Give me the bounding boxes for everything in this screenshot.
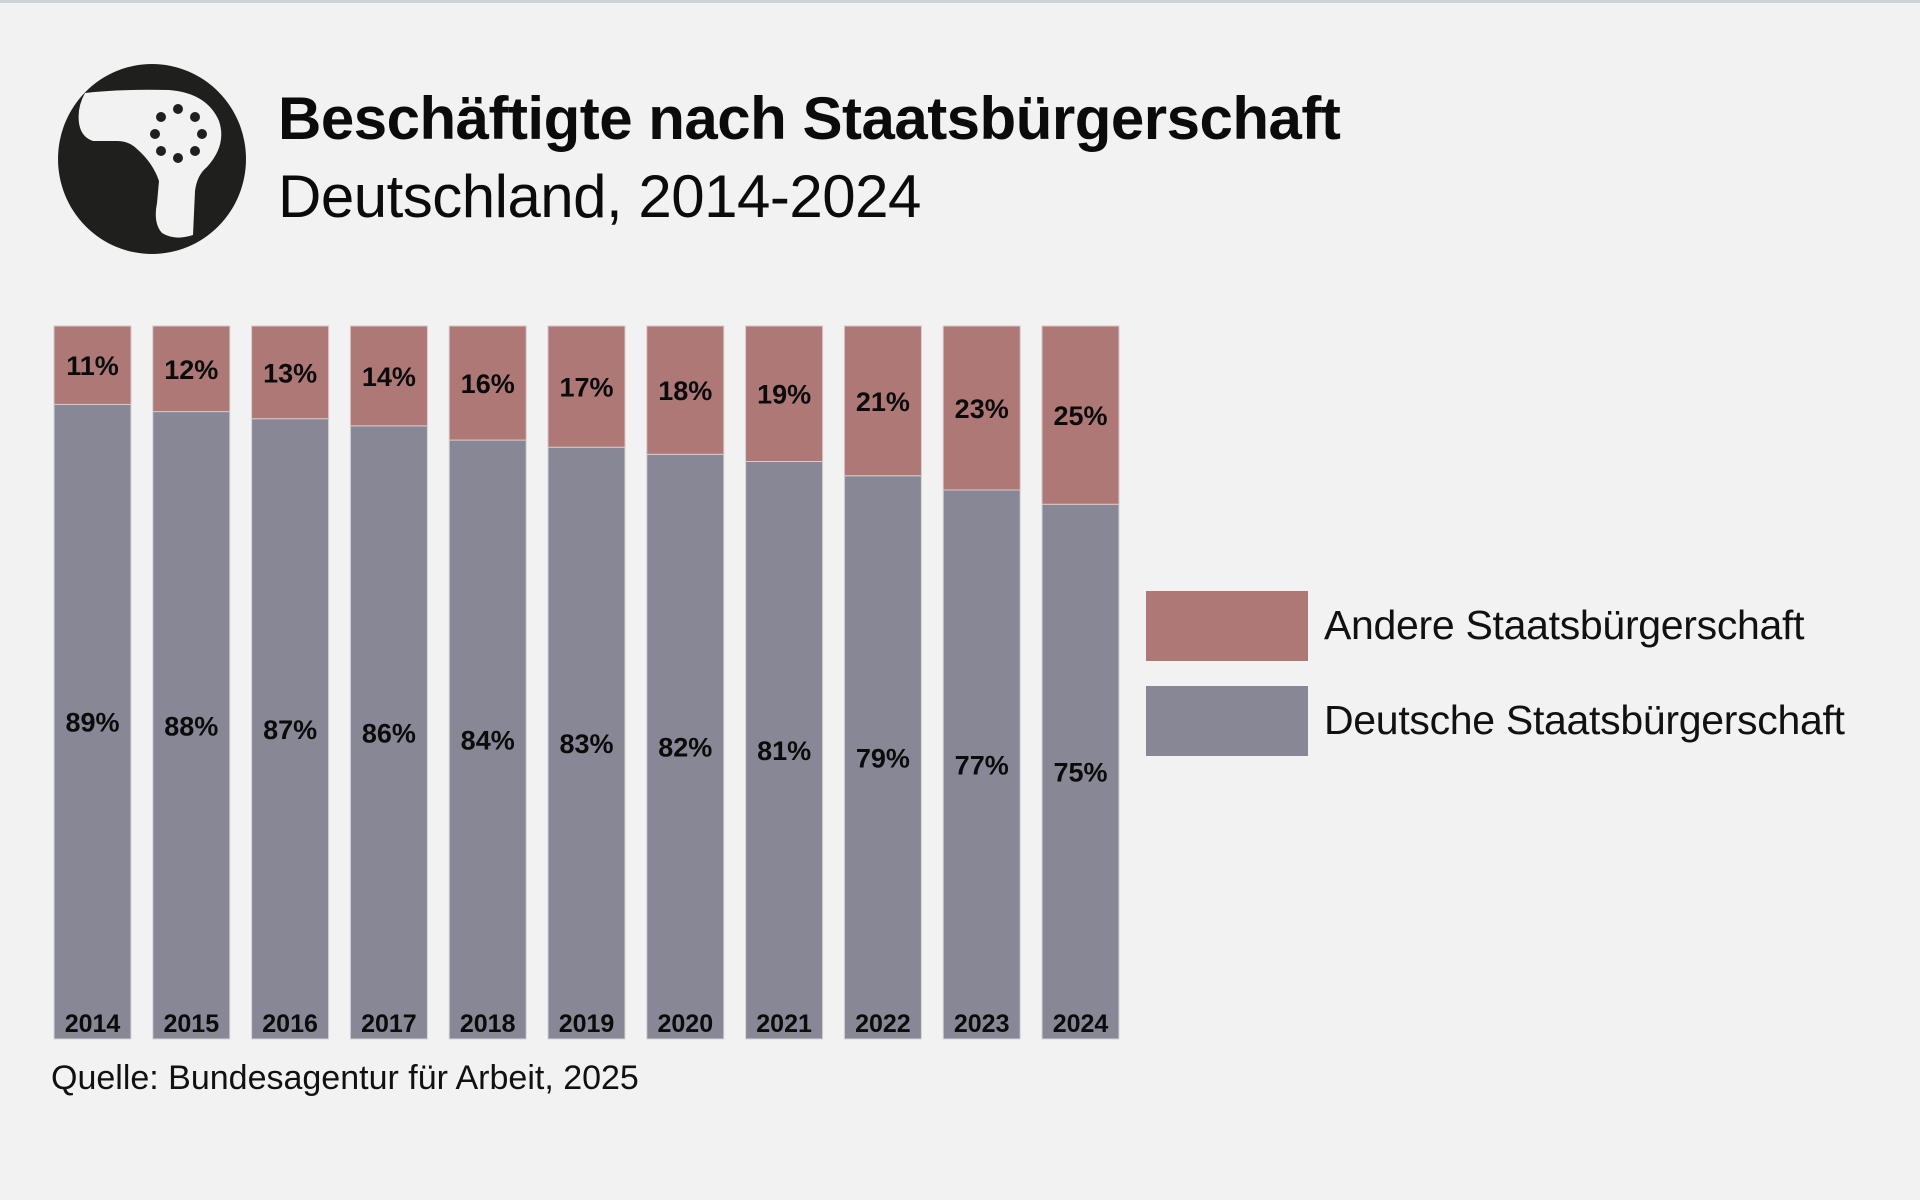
bar-segment-andere: [53, 325, 132, 405]
data-label-deutsche: 82%: [658, 733, 712, 763]
bar-2023: 23% 77% 2023: [942, 325, 1021, 1040]
bar-segment-andere: [942, 325, 1021, 491]
legend-swatch: [1146, 591, 1308, 661]
bar-2017: 14% 86% 2017: [349, 325, 428, 1040]
data-label-andere: 19%: [757, 380, 811, 410]
bar-segment-andere: [349, 325, 428, 427]
bar-segment-deutsche: [448, 439, 527, 1040]
bar-segment-deutsche: [349, 425, 428, 1040]
data-label-deutsche: 89%: [65, 708, 119, 738]
bar-segment-deutsche: [251, 418, 330, 1040]
bar-segment-deutsche: [843, 475, 922, 1040]
data-label-andere: 12%: [164, 355, 218, 385]
bar-segment-andere: [646, 325, 725, 455]
bar-2024: 25% 75% 2024: [1041, 325, 1120, 1040]
chart-subtitle: Deutschland, 2014-2024: [278, 163, 921, 230]
data-label-deutsche: 87%: [263, 715, 317, 745]
bar-segment-deutsche: [1041, 503, 1120, 1040]
bar-2018: 16% 84% 2018: [448, 325, 527, 1040]
bar-2021: 19% 81% 2021: [745, 325, 824, 1040]
legend-swatch: [1146, 686, 1308, 756]
bar-2020: 18% 82% 2020: [646, 325, 725, 1040]
data-label-deutsche: 77%: [955, 750, 1009, 780]
bar-segment-deutsche: [152, 411, 231, 1040]
bar-segment-andere: [1041, 325, 1120, 505]
data-label-andere: 16%: [461, 369, 515, 399]
x-tick-label: 2021: [756, 1010, 812, 1038]
bars-group: 11% 89% 2014 12% 88% 2015 13% 87% 2016 14% 86% 2017…: [53, 325, 1120, 1040]
bar-2014: 11% 89% 2014: [53, 325, 132, 1040]
legend-item: Andere Staatsbürgerschaft: [1146, 591, 1805, 661]
data-label-deutsche: 88%: [164, 711, 218, 741]
data-label-andere: 23%: [955, 394, 1009, 424]
data-label-deutsche: 84%: [461, 726, 515, 756]
legend-label: Andere Staatsbürgerschaft: [1324, 602, 1805, 648]
data-label-deutsche: 81%: [757, 736, 811, 766]
x-tick-label: 2022: [855, 1010, 911, 1038]
legend: Andere Staatsbürgerschaft Deutsche Staats…: [1146, 591, 1846, 756]
x-tick-label: 2015: [163, 1010, 219, 1038]
x-tick-label: 2014: [65, 1010, 121, 1038]
data-label-andere: 21%: [856, 387, 910, 417]
x-tick-label: 2017: [361, 1010, 417, 1038]
bar-segment-andere: [843, 325, 922, 477]
data-label-andere: 13%: [263, 358, 317, 388]
bar-segment-andere: [251, 325, 330, 420]
x-tick-label: 2018: [460, 1010, 516, 1038]
top-rule: [0, 0, 1920, 3]
legend-label: Deutsche Staatsbürgerschaft: [1324, 697, 1846, 743]
data-label-andere: 14%: [362, 362, 416, 392]
bar-2022: 21% 79% 2022: [843, 325, 922, 1040]
data-label-andere: 17%: [559, 373, 613, 403]
shower-head-icon: [58, 64, 246, 254]
bar-2016: 13% 87% 2016: [251, 325, 330, 1040]
bar-segment-deutsche: [942, 489, 1021, 1040]
bar-2015: 12% 88% 2015: [152, 325, 231, 1040]
legend-item: Deutsche Staatsbürgerschaft: [1146, 686, 1846, 756]
bar-segment-andere: [152, 325, 231, 413]
bar-2019: 17% 83% 2019: [547, 325, 626, 1040]
x-tick-label: 2023: [954, 1010, 1010, 1038]
data-label-deutsche: 86%: [362, 718, 416, 748]
x-tick-label: 2020: [657, 1010, 713, 1038]
x-tick-label: 2024: [1053, 1010, 1109, 1038]
bar-segment-andere: [547, 325, 626, 448]
source-note: Quelle: Bundesagentur für Arbeit, 2025: [51, 1059, 639, 1097]
bar-segment-deutsche: [646, 453, 725, 1040]
bar-segment-andere: [745, 325, 824, 462]
data-label-andere: 25%: [1053, 401, 1107, 431]
chart-title: Beschäftigte nach Staatsbürgerschaft: [278, 85, 1341, 152]
x-tick-label: 2019: [559, 1010, 615, 1038]
data-label-andere: 18%: [658, 376, 712, 406]
bar-segment-deutsche: [745, 460, 824, 1040]
data-label-andere: 11%: [66, 351, 119, 381]
data-label-deutsche: 75%: [1053, 758, 1107, 788]
x-tick-label: 2016: [262, 1010, 318, 1038]
bar-segment-deutsche: [547, 446, 626, 1040]
bar-segment-andere: [448, 325, 527, 441]
data-label-deutsche: 79%: [856, 743, 910, 773]
data-label-deutsche: 83%: [559, 729, 613, 759]
